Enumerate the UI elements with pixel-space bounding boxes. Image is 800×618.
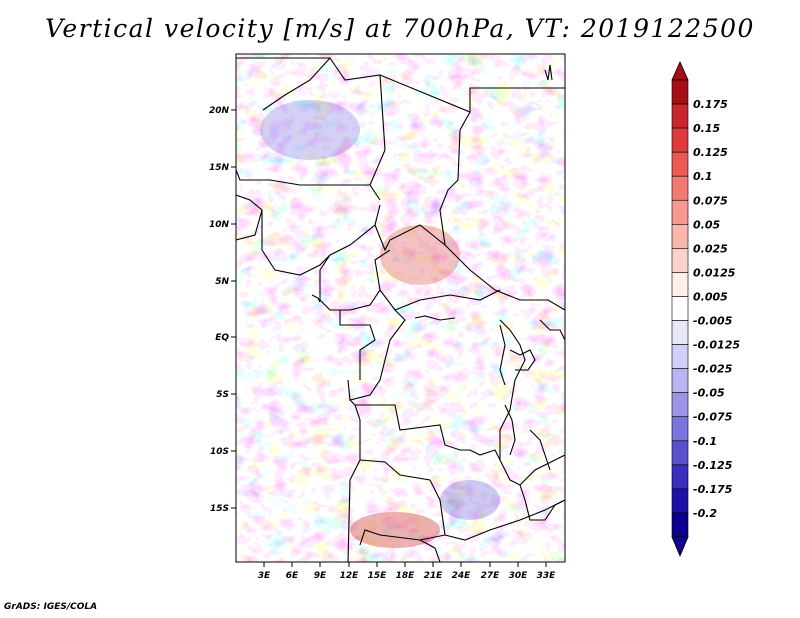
colorbar-swatch bbox=[671, 224, 689, 249]
chart-title: Vertical velocity [m/s] at 700hPa, VT: 2… bbox=[45, 14, 755, 43]
lon-label: 21E bbox=[424, 571, 444, 581]
lon-label: 30E bbox=[509, 571, 529, 581]
colorbar: 0.175 0.15 0.125 0.1 0.075 0.05 0.025 0.0125 0.0… bbox=[671, 61, 740, 558]
lat-label: 10N bbox=[209, 220, 230, 230]
lon-label: 18E bbox=[396, 571, 416, 581]
colorbar-swatch bbox=[671, 175, 689, 201]
lat-label: 5S bbox=[216, 390, 229, 400]
colorbar-swatch bbox=[671, 416, 689, 442]
colorbar-label: -0.0125 bbox=[693, 339, 740, 352]
colorbar-label: -0.175 bbox=[693, 483, 733, 496]
colorbar-label: -0.075 bbox=[693, 411, 733, 424]
lon-label: 3E bbox=[258, 571, 271, 581]
map-frame bbox=[235, 53, 566, 563]
colorbar-label: -0.1 bbox=[693, 435, 717, 448]
lon-label: 33E bbox=[537, 571, 557, 581]
colorbar-label: 0.125 bbox=[693, 146, 728, 159]
colorbar-label: 0.1 bbox=[693, 170, 713, 183]
colorbar-label: 0.005 bbox=[693, 290, 728, 303]
colorbar-label: 0.05 bbox=[693, 218, 720, 231]
country-borders bbox=[236, 57, 565, 562]
colorbar-swatch bbox=[671, 392, 689, 418]
colorbar-swatch bbox=[671, 488, 689, 514]
lon-label: 12E bbox=[340, 571, 360, 581]
colorbar-swatch bbox=[671, 512, 689, 538]
credit-text: GrADS: IGES/COLA bbox=[4, 602, 98, 612]
lat-label: 15N bbox=[209, 163, 230, 173]
lat-label: 15S bbox=[210, 504, 229, 514]
lon-label: 24E bbox=[452, 571, 472, 581]
colorbar-label: 0.025 bbox=[693, 242, 728, 255]
colorbar-bottom-arrow bbox=[671, 536, 689, 558]
colorbar-swatch bbox=[671, 151, 689, 177]
lon-label: 15E bbox=[368, 571, 388, 581]
colorbar-label: -0.005 bbox=[693, 315, 733, 328]
colorbar-label: -0.025 bbox=[693, 363, 733, 376]
colorbar-label: 0.175 bbox=[693, 98, 728, 111]
latitude-axis: 20N 15N 10N 5N EQ 5S 10S 15S bbox=[209, 106, 236, 514]
colorbar-label: -0.2 bbox=[693, 507, 717, 520]
colorbar-label: 0.0125 bbox=[693, 266, 736, 279]
lon-label: 9E bbox=[314, 571, 327, 581]
longitude-axis: 3E 6E 9E 12E 15E 18E 21E 24E 27E 30E 33E bbox=[258, 562, 556, 581]
colorbar-swatch bbox=[671, 296, 689, 321]
colorbar-label: -0.05 bbox=[693, 387, 725, 400]
lat-label: 10S bbox=[210, 447, 229, 457]
colorbar-swatch bbox=[671, 199, 689, 225]
lon-label: 6E bbox=[286, 571, 299, 581]
colorbar-label: 0.075 bbox=[693, 194, 728, 207]
lon-label: 27E bbox=[481, 571, 501, 581]
colorbar-swatch bbox=[671, 320, 689, 345]
colorbar-label: -0.125 bbox=[693, 459, 733, 472]
colorbar-swatch bbox=[671, 103, 689, 129]
colorbar-top-arrow bbox=[671, 61, 689, 81]
colorbar-label: 0.15 bbox=[693, 122, 720, 135]
colorbar-swatch bbox=[671, 440, 689, 466]
colorbar-swatch bbox=[671, 368, 689, 393]
colorbar-swatch bbox=[671, 344, 689, 369]
colorbar-swatch bbox=[671, 248, 689, 273]
lat-label: EQ bbox=[215, 333, 229, 343]
lat-label: 20N bbox=[209, 106, 230, 116]
colorbar-swatch bbox=[671, 272, 689, 297]
colorbar-swatch bbox=[671, 79, 689, 105]
colorbar-swatch bbox=[671, 127, 689, 153]
lat-label: 5N bbox=[215, 277, 229, 287]
colorbar-swatch bbox=[671, 464, 689, 490]
